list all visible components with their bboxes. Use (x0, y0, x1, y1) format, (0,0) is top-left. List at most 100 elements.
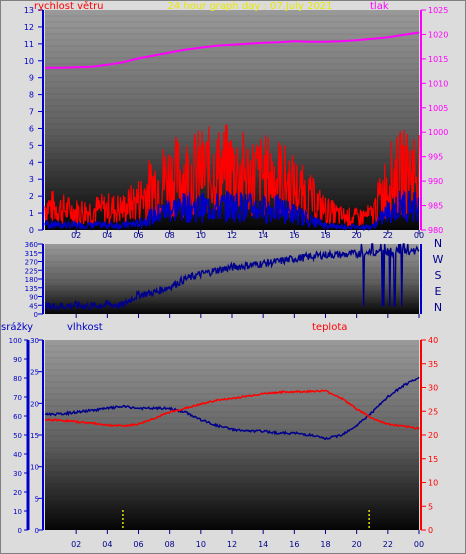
series-humidity (44, 376, 420, 440)
wind-tick-label: 5 (29, 141, 34, 150)
humidity-tick-label: 30 (30, 337, 39, 345)
temperature-tick-label: 10 (428, 479, 438, 488)
temperature-tick-label: 15 (428, 455, 438, 464)
humidity-tick-label: 5 (35, 495, 39, 503)
direction-tick-label: 135 (25, 285, 38, 293)
compass-label: S (435, 269, 442, 282)
pressure-tick-label: 990 (428, 177, 443, 186)
time-tick-label: 18 (320, 540, 330, 549)
rain-tick-label: 20 (13, 489, 22, 497)
rain-tick-label: 100 (9, 337, 22, 345)
time-tick-label: 20 (352, 231, 362, 240)
chart-title: 24 hour graph day : 07.July 2021 (167, 1, 332, 12)
wind-tick-label: 8 (29, 91, 34, 100)
series-temperature (44, 389, 420, 430)
wind-tick-label: 11 (24, 40, 34, 49)
time-tick-label: 18 (320, 231, 330, 240)
pressure-tick-label: 1015 (428, 55, 448, 64)
temperature-tick-label: 20 (428, 431, 438, 440)
rain-tick-label: 50 (13, 432, 22, 440)
humidity-axis-label: vlhkost (67, 322, 103, 333)
time-tick-label: 00 (414, 540, 424, 549)
time-tick-label: 14 (258, 231, 268, 240)
axes: 0123456789101112139809859909951000100510… (9, 6, 449, 549)
compass-label: N (434, 237, 442, 250)
time-tick-label: 22 (383, 540, 393, 549)
direction-tick-label: 315 (25, 250, 38, 258)
rain-tick-label: 10 (13, 508, 22, 516)
time-tick-label: 06 (133, 540, 143, 549)
time-tick-label: 08 (165, 540, 175, 549)
direction-tick-label: 45 (29, 302, 38, 310)
pressure-tick-label: 995 (428, 153, 443, 162)
time-tick-label: 14 (258, 540, 268, 549)
wind-tick-label: 0 (29, 226, 34, 235)
humidity-tick-label: 0 (35, 527, 39, 535)
time-tick-label: 12 (227, 231, 237, 240)
wind-tick-label: 4 (29, 158, 34, 167)
direction-marks (44, 243, 420, 312)
time-tick-label: 10 (196, 540, 206, 549)
humidity-tick-label: 15 (30, 432, 39, 440)
temperature-tick-label: 5 (428, 502, 433, 511)
direction-tick-label: 90 (29, 294, 38, 302)
temperature-tick-label: 40 (428, 336, 438, 345)
wind-tick-label: 3 (29, 175, 34, 184)
compass-label: E (435, 285, 442, 298)
temperature-tick-label: 35 (428, 360, 438, 369)
wind-panel-background (45, 10, 419, 230)
rain-axis-label: srážky (1, 321, 33, 333)
temperature-tick-label: 0 (428, 526, 433, 535)
series-gust (44, 124, 420, 227)
time-tick-label: 20 (352, 540, 362, 549)
wind-tick-label: 2 (29, 192, 34, 201)
wind-tick-label: 12 (24, 23, 34, 32)
direction-tick-label: 180 (25, 276, 38, 284)
wind-axis-label: rychlost větru (34, 0, 104, 12)
compass-label: W (433, 253, 444, 266)
humidity-temperature-marks (44, 376, 420, 530)
direction-tick-label: 270 (25, 259, 38, 267)
series-wind-average (44, 190, 420, 232)
wind-tick-label: 10 (24, 57, 34, 66)
compass-label: N (434, 301, 442, 314)
series-pressure (45, 31, 420, 69)
time-tick-label: 16 (289, 231, 299, 240)
time-tick-label: 04 (102, 231, 112, 240)
time-tick-label: 10 (196, 231, 206, 240)
time-tick-label: 02 (71, 231, 81, 240)
pressure-tick-label: 980 (428, 226, 443, 235)
pressure-tick-label: 1025 (428, 6, 448, 15)
direction-tick-label: 360 (25, 241, 38, 249)
rain-tick-label: 0 (18, 527, 22, 535)
time-tick-label: 22 (383, 231, 393, 240)
time-tick-label: 02 (71, 540, 81, 549)
pressure-tick-label: 1020 (428, 30, 448, 39)
humidity-panel-background (45, 340, 419, 530)
wind-tick-label: 7 (29, 108, 34, 117)
wind-tick-label: 9 (29, 74, 34, 83)
rain-tick-label: 60 (13, 413, 22, 421)
pressure-tick-label: 1010 (428, 79, 448, 88)
pressure-tick-label: 1000 (428, 128, 448, 137)
wind-pressure-marks (44, 31, 420, 232)
time-tick-label: 12 (227, 540, 237, 549)
direction-tick-label: 225 (25, 267, 38, 275)
rain-tick-label: 80 (13, 375, 22, 383)
humidity-tick-label: 20 (30, 400, 39, 408)
time-tick-label: 04 (102, 540, 112, 549)
time-tick-label: 00 (414, 231, 424, 240)
temperature-tick-label: 30 (428, 384, 438, 393)
pressure-tick-label: 1005 (428, 104, 448, 113)
direction-tick-label: 0 (34, 311, 38, 319)
time-tick-label: 16 (289, 540, 299, 549)
rain-tick-label: 40 (13, 451, 22, 459)
time-tick-label: 06 (133, 231, 143, 240)
rain-tick-label: 90 (13, 356, 22, 364)
pressure-axis-label: tlak (370, 1, 389, 12)
wind-tick-label: 6 (29, 124, 34, 133)
temperature-axis-label: teplota (312, 322, 347, 333)
time-tick-label: 08 (165, 231, 175, 240)
humidity-tick-label: 25 (30, 369, 39, 377)
